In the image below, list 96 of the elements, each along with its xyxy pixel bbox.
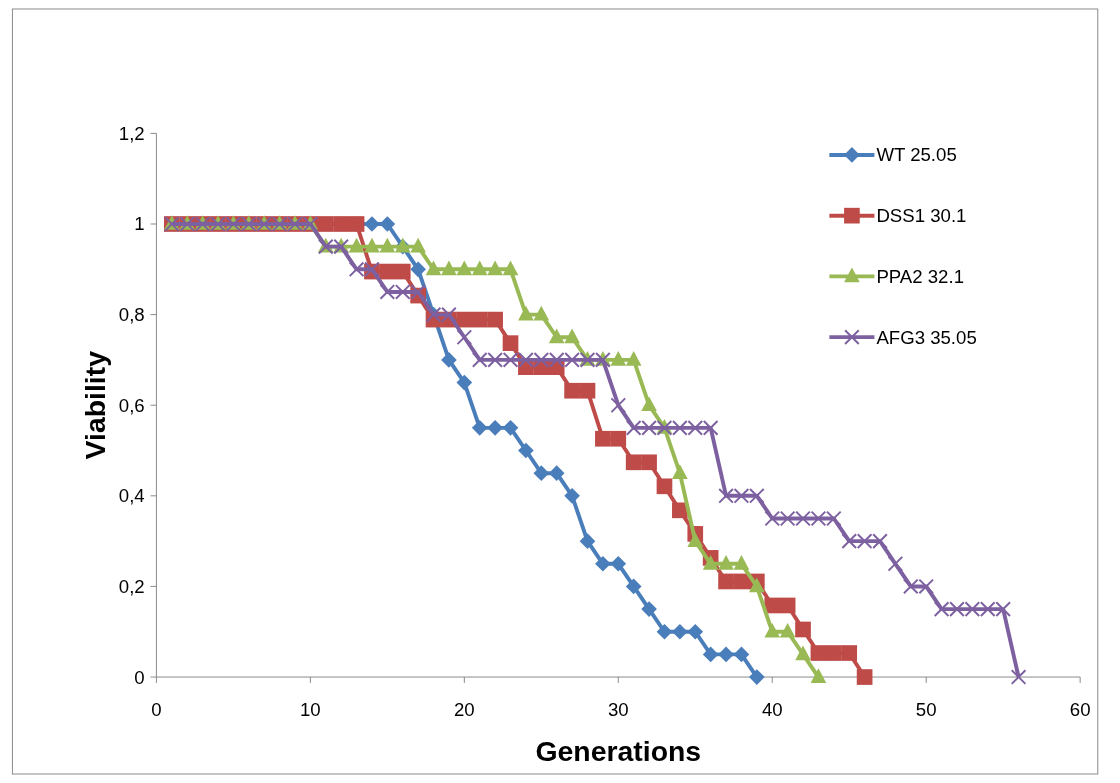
y-tick-label: 0,2 bbox=[118, 575, 145, 597]
point bbox=[656, 478, 673, 495]
x-tick-label: 30 bbox=[607, 699, 629, 721]
point bbox=[687, 532, 704, 548]
point bbox=[625, 351, 642, 366]
point bbox=[702, 646, 719, 663]
legend-label: WT 25.05 bbox=[876, 144, 957, 166]
point bbox=[718, 554, 734, 570]
point bbox=[456, 329, 473, 346]
point bbox=[702, 554, 719, 570]
point bbox=[518, 305, 534, 321]
point bbox=[471, 260, 488, 276]
point bbox=[595, 430, 611, 447]
point bbox=[441, 352, 457, 368]
point bbox=[687, 623, 704, 640]
point bbox=[348, 237, 365, 253]
point bbox=[625, 578, 642, 595]
point bbox=[317, 216, 334, 232]
point bbox=[394, 263, 411, 280]
point bbox=[487, 260, 503, 276]
point bbox=[610, 555, 627, 572]
x-tick-label: 40 bbox=[761, 699, 783, 721]
x-tick-label: 50 bbox=[915, 699, 937, 721]
point bbox=[564, 487, 580, 504]
y-tick-label: 0,4 bbox=[118, 485, 145, 507]
point bbox=[379, 237, 396, 253]
y-tick-label: 0,6 bbox=[118, 394, 145, 416]
point bbox=[856, 669, 873, 685]
point bbox=[410, 261, 426, 278]
point bbox=[379, 216, 396, 232]
point bbox=[641, 601, 657, 617]
point bbox=[533, 465, 550, 482]
legend-label: DSS1 30.1 bbox=[876, 205, 967, 227]
point bbox=[610, 397, 627, 414]
point bbox=[733, 646, 750, 663]
point bbox=[841, 645, 858, 661]
point bbox=[795, 645, 811, 661]
point bbox=[502, 260, 519, 276]
point bbox=[718, 573, 734, 590]
point bbox=[456, 311, 473, 328]
legend-label: PPA2 32.1 bbox=[876, 265, 965, 287]
y-tick-label: 1 bbox=[134, 213, 145, 235]
x-tick-label: 10 bbox=[300, 699, 321, 721]
point bbox=[471, 311, 488, 328]
point bbox=[364, 237, 380, 253]
x-tick-label: 60 bbox=[1069, 699, 1091, 721]
x-tick-label: 0 bbox=[151, 699, 162, 721]
point bbox=[733, 554, 750, 570]
y-tick-label: 1,2 bbox=[118, 122, 145, 144]
point bbox=[779, 622, 796, 638]
x-axis-title: Generations bbox=[535, 735, 702, 768]
point bbox=[456, 374, 473, 391]
y-axis-title: Viability bbox=[79, 350, 112, 460]
point bbox=[656, 623, 673, 640]
y-tick-label: 0,8 bbox=[118, 304, 145, 326]
point bbox=[887, 555, 904, 572]
point bbox=[610, 430, 627, 447]
point bbox=[487, 311, 503, 328]
point bbox=[749, 577, 765, 593]
point bbox=[364, 216, 380, 232]
x-tick-label: 20 bbox=[453, 699, 475, 721]
point bbox=[456, 260, 473, 276]
point bbox=[471, 420, 488, 436]
point bbox=[610, 351, 627, 366]
point bbox=[502, 420, 519, 436]
y-tick-label: 0 bbox=[134, 666, 145, 688]
point bbox=[564, 382, 580, 399]
point bbox=[1010, 669, 1027, 685]
point bbox=[502, 335, 519, 351]
point bbox=[641, 396, 657, 412]
point bbox=[518, 442, 534, 459]
point bbox=[779, 597, 796, 614]
point bbox=[379, 263, 396, 280]
point bbox=[749, 669, 765, 685]
point bbox=[810, 645, 827, 661]
point bbox=[579, 382, 596, 399]
point bbox=[810, 668, 827, 683]
point bbox=[825, 645, 842, 661]
point bbox=[579, 533, 596, 549]
point bbox=[441, 260, 457, 276]
point bbox=[641, 454, 657, 471]
point bbox=[410, 237, 426, 253]
point bbox=[487, 420, 503, 436]
point bbox=[564, 328, 580, 344]
point bbox=[764, 622, 781, 638]
legend-label: AFG3 35.05 bbox=[876, 326, 977, 348]
point bbox=[672, 623, 688, 640]
point bbox=[595, 555, 611, 572]
point bbox=[548, 465, 565, 482]
point bbox=[718, 646, 734, 663]
point bbox=[548, 328, 565, 344]
point bbox=[672, 464, 688, 480]
point bbox=[795, 621, 811, 638]
point bbox=[425, 260, 442, 276]
point bbox=[625, 454, 642, 471]
point bbox=[533, 305, 550, 321]
